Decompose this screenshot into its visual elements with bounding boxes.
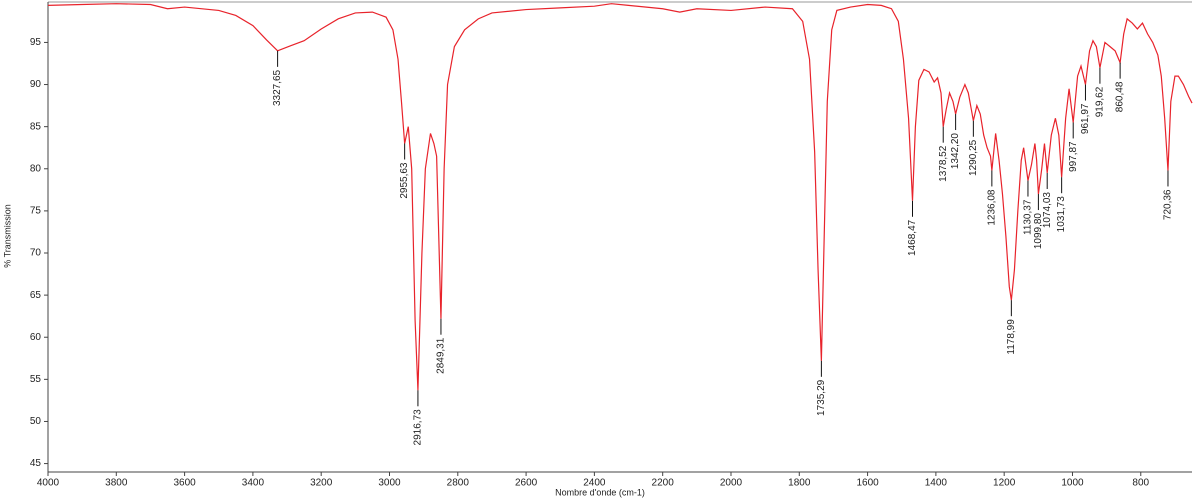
peak-label: 1378,52 <box>938 145 949 182</box>
y-tick-label: 50 <box>30 416 42 427</box>
x-tick-label: 2600 <box>515 478 538 489</box>
peak-label: 3327,65 <box>272 69 283 106</box>
x-tick-label: 3800 <box>105 478 128 489</box>
peak-label: 1342,20 <box>950 133 961 170</box>
peak-label: 1236,08 <box>987 189 998 226</box>
y-tick-label: 90 <box>30 79 42 90</box>
x-tick-label: 1400 <box>925 478 948 489</box>
peak-label: 1468,47 <box>907 219 918 256</box>
y-tick-label: 80 <box>30 163 42 174</box>
peak-label: 1099,80 <box>1033 213 1044 250</box>
x-tick-label: 800 <box>1132 478 1149 489</box>
peak-label: 2849,31 <box>436 337 447 374</box>
peak-label: 2955,63 <box>399 162 410 199</box>
x-tick-label: 3000 <box>378 478 401 489</box>
y-tick-label: 55 <box>30 374 42 385</box>
x-tick-label: 2000 <box>720 478 743 489</box>
peak-label: 2916,73 <box>413 409 424 446</box>
y-tick-label: 75 <box>30 206 42 217</box>
y-tick-label: 70 <box>30 248 42 259</box>
peak-label: 1290,25 <box>968 139 979 176</box>
x-tick-label: 1000 <box>1061 478 1084 489</box>
peak-label: 720,36 <box>1163 189 1174 220</box>
y-axis-label: % Transmission <box>2 204 12 268</box>
x-tick-label: 2800 <box>447 478 470 489</box>
peak-label: 961,97 <box>1080 103 1091 134</box>
peak-label: 919,62 <box>1095 86 1106 117</box>
peak-label: 997,87 <box>1068 141 1079 172</box>
spectrum-line <box>47 3 1193 391</box>
peak-label: 1130,37 <box>1023 199 1034 235</box>
peak-label: 860,48 <box>1115 81 1126 112</box>
x-tick-label: 4000 <box>37 478 60 489</box>
y-tick-label: 95 <box>30 37 42 48</box>
peak-label: 1074,03 <box>1042 192 1053 229</box>
y-tick-label: 65 <box>30 290 42 301</box>
y-tick-label: 45 <box>30 458 42 469</box>
x-tick-label: 2200 <box>652 478 675 489</box>
x-tick-label: 1800 <box>788 478 811 489</box>
x-tick-label: 3200 <box>310 478 333 489</box>
x-axis-label: Nombre d'onde (cm-1) <box>555 487 645 497</box>
x-tick-label: 2400 <box>583 478 606 489</box>
x-tick-label: 1600 <box>856 478 879 489</box>
peak-label: 1735,29 <box>816 379 827 416</box>
y-tick-label: 85 <box>30 121 42 132</box>
x-tick-label: 3400 <box>242 478 265 489</box>
x-tick-label: 3600 <box>173 478 196 489</box>
peak-label: 1031,73 <box>1056 196 1067 233</box>
y-tick-label: 60 <box>30 332 42 343</box>
x-tick-label: 1200 <box>993 478 1016 489</box>
peak-label: 1178,99 <box>1006 319 1017 355</box>
